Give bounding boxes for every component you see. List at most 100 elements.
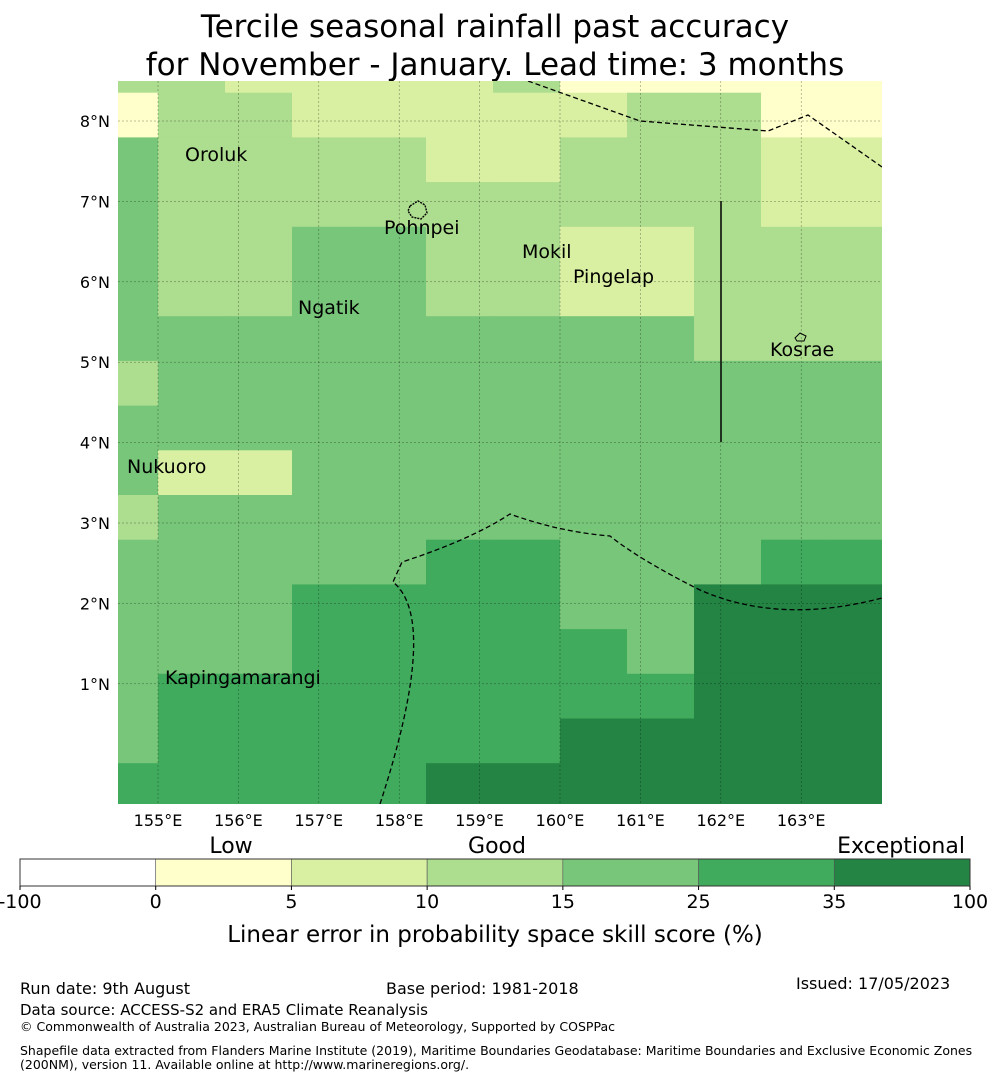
- skill-cell: [158, 718, 226, 764]
- skill-cell: [828, 450, 882, 496]
- skill-cell: [292, 405, 360, 451]
- skill-cell: [493, 137, 561, 183]
- colorbar-tick-label: 25: [686, 891, 710, 913]
- colorbar-tick-label: -100: [0, 891, 42, 913]
- skill-cell: [292, 763, 360, 804]
- skill-cell: [118, 405, 159, 451]
- skill-cell: [292, 360, 360, 407]
- skill-cell: [761, 539, 829, 585]
- skill-cell: [426, 182, 494, 228]
- skill-cell: [292, 673, 360, 720]
- skill-cell: [158, 271, 226, 317]
- longitude-label: 157°E: [294, 811, 343, 830]
- skill-cell: [225, 495, 293, 541]
- place-label: Nukuoro: [127, 456, 206, 478]
- skill-cell: [426, 495, 494, 541]
- skill-cell: [962, 450, 990, 495]
- skill-cell: [560, 226, 628, 273]
- skill-cell: [694, 495, 762, 541]
- skill-cell: [493, 584, 561, 630]
- skill-cell: [493, 81, 561, 94]
- skill-cell: [359, 718, 427, 764]
- skill-cell: [694, 92, 762, 138]
- skill-cell: [118, 629, 159, 675]
- skill-cell: [761, 584, 829, 630]
- longitude-label: 156°E: [214, 811, 263, 830]
- skill-cell: [118, 360, 159, 407]
- skill-cell: [895, 540, 963, 585]
- pohnpei-island-outline: [407, 200, 428, 220]
- place-label: Pingelap: [573, 266, 654, 288]
- skill-cell: [225, 360, 293, 407]
- skill-cell: [627, 495, 695, 541]
- skill-cell: [359, 271, 427, 317]
- colorbar-segment: [698, 858, 835, 887]
- skill-cell: [962, 272, 990, 317]
- legend-category-label: Exceptional: [837, 834, 965, 859]
- skill-cell: [225, 271, 293, 317]
- skill-cell: [158, 450, 226, 496]
- skill-cell: [118, 92, 159, 138]
- skill-cell: [158, 584, 226, 630]
- skill-cell: [828, 539, 882, 585]
- skill-cell: [895, 48, 963, 93]
- skill-cell: [828, 763, 882, 804]
- skill-cell: [493, 673, 561, 720]
- skill-cell: [627, 629, 695, 675]
- skill-cell: [627, 763, 695, 804]
- skill-cell: [962, 182, 990, 227]
- skill-cell: [895, 93, 963, 138]
- colorbar-legend: -100 0 5 10 15 25 35 100 Low Good Exceptional Linea…: [0, 834, 988, 948]
- skill-cell: [359, 584, 427, 630]
- skill-cell: [694, 182, 762, 228]
- skill-cell: [828, 360, 882, 407]
- skill-cell: [118, 763, 159, 804]
- skill-cell: [359, 405, 427, 451]
- skill-cell: [761, 226, 829, 273]
- skill-cell: [761, 405, 829, 451]
- skill-cell: [761, 137, 829, 183]
- skill-cell: [118, 137, 159, 183]
- longitude-label: 161°E: [616, 811, 665, 830]
- colorbar-frame: [19, 858, 971, 887]
- longitude-label: 159°E: [455, 811, 504, 830]
- skill-cell: [426, 450, 494, 496]
- skill-cell: [828, 718, 882, 764]
- skill-cell: [292, 226, 360, 273]
- skill-cell: [493, 271, 561, 317]
- skill-cell: [292, 495, 360, 541]
- skill-cell: [225, 226, 293, 273]
- skill-cell: [560, 495, 628, 541]
- skill-cell: [292, 450, 360, 496]
- skill-cell: [895, 406, 963, 451]
- skill-cell: [158, 539, 226, 585]
- skill-cell: [962, 540, 990, 585]
- colorbar-tick-label: 10: [415, 891, 439, 913]
- colorbar-axis-label: Linear error in probability space skill …: [227, 922, 763, 948]
- skill-cell: [962, 629, 990, 674]
- skill-cell: [761, 182, 829, 228]
- skill-cell: [962, 808, 990, 853]
- latitude-label: 2°N: [80, 594, 110, 613]
- skill-cell: [359, 763, 427, 804]
- graticule: [118, 81, 882, 804]
- place-label: Oroluk: [185, 144, 247, 166]
- skill-cell: [225, 629, 293, 675]
- skill-cell: [158, 226, 226, 273]
- longitude-label: 162°E: [696, 811, 745, 830]
- skill-cell: [225, 718, 293, 764]
- skill-cell: [828, 182, 882, 228]
- skill-cell: [828, 92, 882, 138]
- skill-cell: [962, 719, 990, 764]
- skill-cell: [962, 227, 990, 272]
- skill-cell: [225, 405, 293, 451]
- latitude-label: 6°N: [80, 273, 110, 292]
- skill-cell: [895, 316, 963, 361]
- skill-cell: [292, 182, 360, 228]
- skill-cell: [828, 316, 882, 362]
- skill-grid: [118, 48, 990, 853]
- colorbar-tick-label: 100: [952, 891, 988, 913]
- skill-cell: [359, 81, 427, 94]
- skill-cell: [292, 137, 360, 183]
